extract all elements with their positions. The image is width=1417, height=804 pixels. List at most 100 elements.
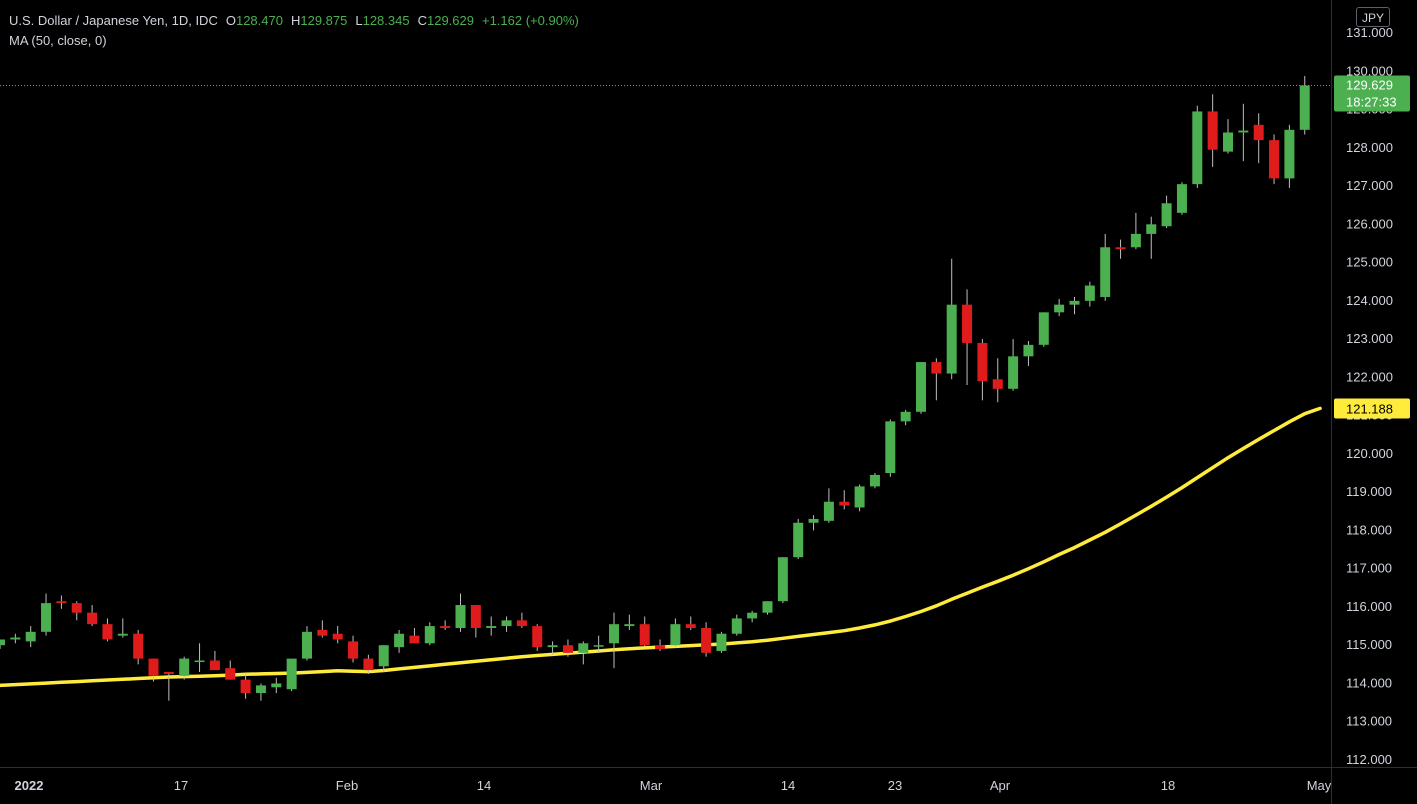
candle[interactable] — [348, 635, 359, 663]
candle[interactable] — [317, 620, 328, 638]
candle[interactable] — [286, 658, 297, 692]
candle[interactable] — [808, 515, 819, 531]
candle[interactable] — [332, 626, 343, 644]
candle[interactable] — [1176, 182, 1187, 215]
candle[interactable] — [869, 473, 880, 489]
candle[interactable] — [117, 618, 128, 638]
candle[interactable] — [302, 626, 312, 661]
candle[interactable] — [1130, 212, 1141, 250]
candle[interactable] — [777, 557, 788, 604]
candle[interactable] — [1084, 281, 1095, 307]
candle-body — [808, 518, 819, 523]
candle-body — [1130, 233, 1141, 248]
candle[interactable] — [1192, 105, 1203, 188]
candle[interactable] — [255, 683, 266, 701]
candle[interactable] — [1054, 298, 1065, 317]
candle[interactable] — [701, 622, 712, 657]
candle[interactable] — [486, 616, 497, 636]
candle[interactable] — [501, 616, 512, 632]
candle[interactable] — [977, 339, 988, 401]
candle[interactable] — [731, 614, 742, 636]
candle[interactable] — [394, 629, 405, 653]
candle[interactable] — [1100, 233, 1111, 301]
candle[interactable] — [1069, 297, 1080, 315]
candle[interactable] — [470, 605, 481, 638]
candle[interactable] — [624, 614, 635, 630]
candle[interactable] — [1038, 312, 1049, 347]
candle[interactable] — [1299, 76, 1310, 135]
candle[interactable] — [409, 627, 420, 644]
candle[interactable] — [916, 362, 926, 414]
candle[interactable] — [962, 289, 973, 386]
candle[interactable] — [440, 620, 451, 630]
indicator-title[interactable]: MA (50, close, 0) — [9, 33, 107, 48]
candle-body — [179, 658, 190, 676]
candle[interactable] — [148, 658, 159, 682]
candle[interactable] — [1146, 216, 1157, 259]
candle[interactable] — [839, 490, 850, 510]
candle[interactable] — [655, 639, 666, 651]
candle[interactable] — [1253, 113, 1264, 164]
legend-change-value: +1.162 (+0.90%) — [481, 13, 579, 28]
candle[interactable] — [716, 631, 727, 653]
candle[interactable] — [378, 645, 389, 672]
candle[interactable] — [1115, 239, 1126, 259]
candle-body — [56, 601, 67, 604]
candle[interactable] — [609, 612, 619, 669]
candle[interactable] — [133, 629, 144, 665]
candle[interactable] — [10, 633, 21, 644]
candle[interactable] — [639, 616, 650, 648]
candle[interactable] — [854, 484, 865, 512]
candle[interactable] — [1207, 94, 1218, 167]
candle[interactable] — [992, 358, 1003, 403]
candle[interactable] — [1269, 134, 1280, 185]
candle[interactable] — [225, 660, 236, 680]
candle[interactable] — [25, 626, 36, 648]
candle[interactable] — [455, 593, 466, 632]
candle[interactable] — [163, 671, 174, 701]
candle[interactable] — [900, 409, 911, 426]
candle[interactable] — [271, 677, 282, 694]
candle[interactable] — [1161, 195, 1172, 229]
candle[interactable] — [1223, 119, 1233, 154]
symbol-title[interactable]: U.S. Dollar / Japanese Yen, 1D, IDC — [9, 13, 218, 28]
candle[interactable] — [593, 635, 604, 653]
candle-body — [885, 421, 896, 474]
y-tick-label: 127.000 — [1346, 178, 1393, 193]
candle[interactable] — [823, 488, 834, 523]
candle[interactable] — [363, 654, 374, 674]
candle[interactable] — [424, 622, 435, 646]
candle[interactable] — [670, 618, 681, 648]
candle[interactable] — [793, 518, 804, 560]
candle[interactable] — [931, 358, 942, 401]
candle[interactable] — [1023, 341, 1034, 366]
candle-body — [1253, 124, 1264, 141]
candle[interactable] — [885, 419, 896, 477]
candle[interactable] — [71, 601, 82, 621]
candle[interactable] — [547, 641, 558, 655]
candle-body — [977, 342, 988, 382]
candle[interactable] — [762, 601, 773, 615]
candle[interactable] — [1238, 103, 1249, 162]
candle[interactable] — [1284, 124, 1295, 188]
candle[interactable] — [685, 616, 696, 630]
candle[interactable] — [179, 656, 190, 680]
candle[interactable] — [562, 639, 573, 657]
candle[interactable] — [0, 639, 5, 650]
candle[interactable] — [41, 593, 52, 636]
candle[interactable] — [516, 612, 527, 628]
candle[interactable] — [747, 610, 758, 623]
currency-button[interactable]: JPY — [1356, 7, 1390, 27]
candle[interactable] — [946, 258, 957, 380]
candle[interactable] — [578, 641, 589, 665]
candle[interactable] — [194, 643, 205, 672]
candle[interactable] — [532, 624, 543, 651]
candle[interactable] — [56, 595, 67, 609]
candle[interactable] — [240, 673, 251, 699]
candle[interactable] — [209, 650, 220, 671]
candle[interactable] — [87, 605, 98, 627]
x-tick-label: 23 — [888, 778, 902, 793]
candle[interactable] — [102, 618, 113, 642]
candle[interactable] — [1008, 339, 1019, 391]
